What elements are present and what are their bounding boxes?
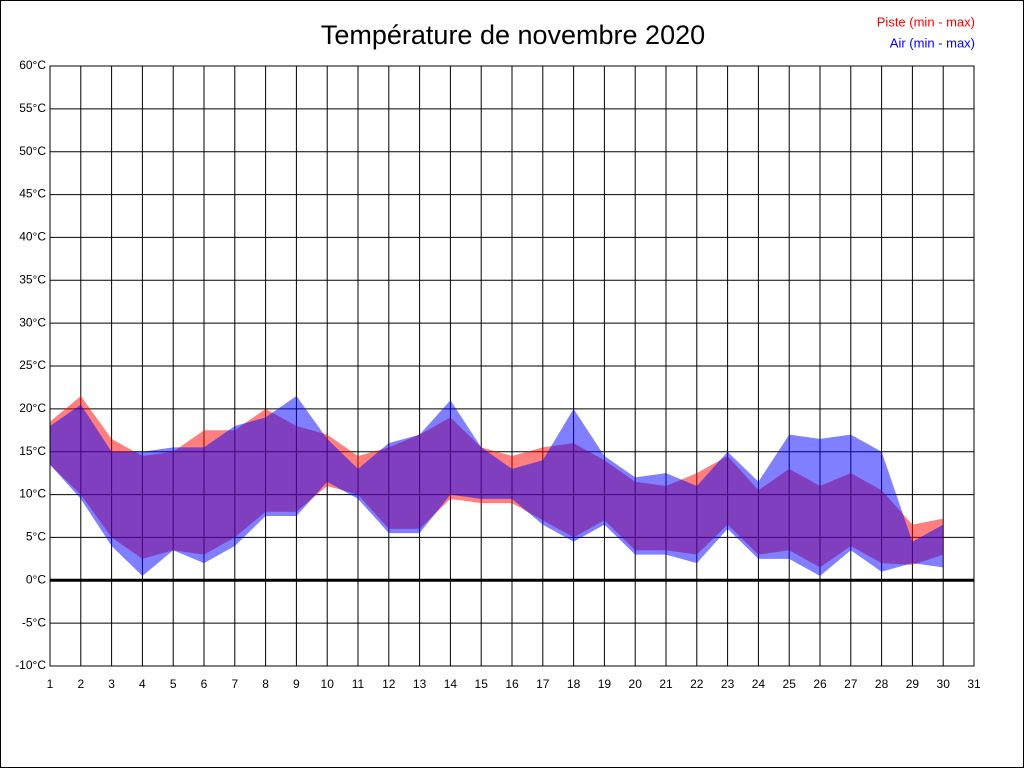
x-tick-label: 23 <box>721 677 735 691</box>
y-tick-label: 5°C <box>26 530 46 544</box>
x-tick-label: 14 <box>444 677 458 691</box>
y-tick-label: 0°C <box>26 572 46 586</box>
chart-title: Température de novembre 2020 <box>321 20 705 50</box>
x-tick-label: 18 <box>567 677 581 691</box>
x-tick-label: 9 <box>293 677 300 691</box>
y-tick-label: 30°C <box>19 315 46 329</box>
x-tick-label: 8 <box>262 677 269 691</box>
plot-border <box>49 65 975 667</box>
plot-area <box>50 396 944 576</box>
axes: -10°C -5°C 0°C 5°C 10°C 15°C 20°C 25°C 30°C 35°C 4… <box>15 14 981 691</box>
y-tick-label: 15°C <box>19 444 46 458</box>
x-tick-label: 21 <box>659 677 673 691</box>
range-area <box>50 396 944 576</box>
y-tick-label: 20°C <box>19 401 46 415</box>
legend-entry: Air (min - max) <box>890 35 975 50</box>
x-tick-label: 25 <box>783 677 797 691</box>
x-tick-label: 12 <box>382 677 396 691</box>
x-tick-label: 11 <box>352 677 365 691</box>
x-tick-label: 28 <box>875 677 889 691</box>
x-tick-label: 15 <box>475 677 489 691</box>
x-tick-label: 29 <box>906 677 920 691</box>
x-tick-label: 2 <box>77 677 84 691</box>
x-tick-label: 1 <box>47 677 54 691</box>
x-tick-label: 20 <box>629 677 643 691</box>
y-tick-label: 60°C <box>19 58 46 72</box>
x-tick-label: 26 <box>813 677 827 691</box>
x-tick-label: 16 <box>505 677 519 691</box>
x-tick-label: 17 <box>536 677 550 691</box>
x-tick-label: 4 <box>139 677 146 691</box>
x-tick-label: 3 <box>108 677 115 691</box>
x-tick-label: 6 <box>201 677 208 691</box>
y-tick-label: 40°C <box>19 230 46 244</box>
y-tick-label: 10°C <box>19 487 46 501</box>
y-tick-label: -5°C <box>22 615 46 629</box>
x-tick-label: 27 <box>844 677 858 691</box>
x-tick-label: 22 <box>690 677 704 691</box>
y-tick-label: 50°C <box>19 144 46 158</box>
x-tick-label: 19 <box>598 677 612 691</box>
x-tick-label: 13 <box>413 677 427 691</box>
legend-entry: Piste (min - max) <box>877 14 975 29</box>
y-tick-label: -10°C <box>15 658 46 672</box>
y-tick-label: 25°C <box>19 358 46 372</box>
y-tick-label: 45°C <box>19 187 46 201</box>
x-tick-label: 30 <box>937 677 951 691</box>
y-tick-label: 35°C <box>19 272 46 286</box>
x-tick-label: 24 <box>752 677 766 691</box>
x-tick-label: 5 <box>170 677 177 691</box>
x-tick-label: 31 <box>967 677 981 691</box>
x-tick-label: 7 <box>231 677 238 691</box>
y-tick-label: 55°C <box>19 101 46 115</box>
x-tick-label: 10 <box>321 677 335 691</box>
